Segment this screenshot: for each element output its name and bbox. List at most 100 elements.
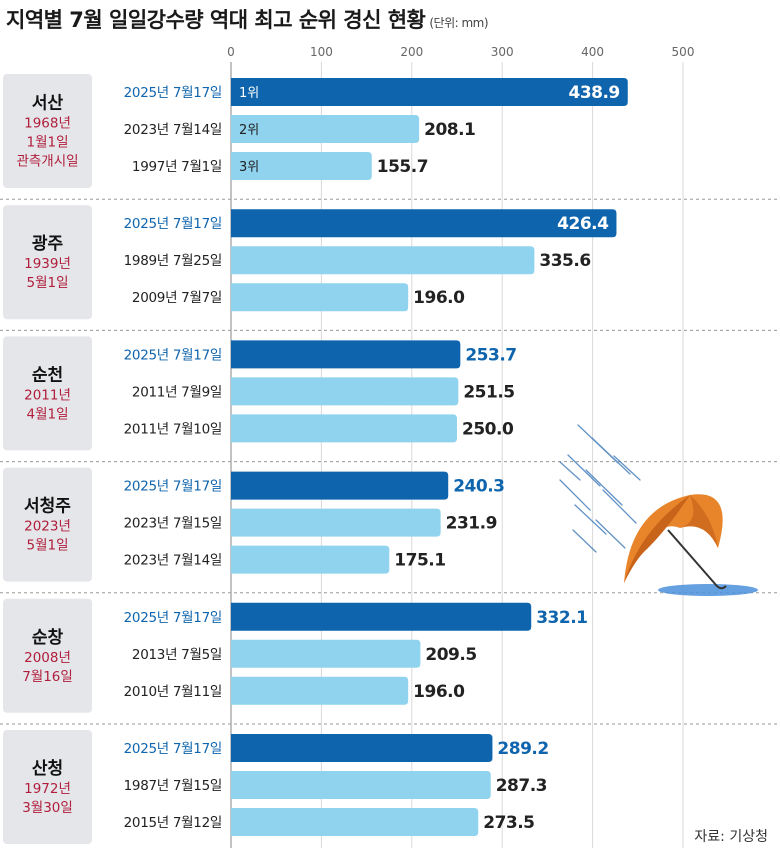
bar (231, 283, 409, 312)
bar-value-label: 209.5 (425, 645, 476, 665)
source-label: 자료: 기상청 (694, 829, 768, 845)
bar-value-label: 251.5 (463, 382, 514, 402)
x-tick-label: 500 (672, 45, 695, 59)
bar (231, 602, 532, 631)
bar-value-label: 175.1 (394, 551, 445, 571)
region-name: 순창 (32, 628, 64, 648)
bar (231, 545, 390, 574)
rank-label: 2위 (239, 123, 259, 138)
bar-date-label: 2025년 7월17일 (124, 85, 222, 101)
bar-date-label: 2013년 7월5일 (132, 647, 222, 663)
bar-value-label: 208.1 (424, 120, 475, 140)
region-start-date: 7월16일 (22, 669, 73, 685)
bar-date-label: 2011년 7월9일 (132, 384, 222, 400)
raindrop-streak (595, 519, 626, 549)
umbrella-icon (624, 494, 758, 596)
bar (231, 808, 479, 836)
raindrop-streak (613, 455, 641, 481)
region-start-date: 1월1일 (26, 135, 68, 151)
rank-label: 1위 (239, 86, 259, 101)
bar-date-label: 2023년 7월14일 (124, 553, 222, 569)
raindrop-streak (572, 529, 597, 553)
region-box (3, 467, 92, 582)
bar-value-label: 289.2 (497, 739, 548, 759)
bar-value-label: 287.3 (496, 776, 547, 796)
bar-date-label: 2025년 7월17일 (124, 347, 222, 363)
bar-date-label: 2009년 7월7일 (132, 290, 222, 306)
bar (231, 340, 461, 369)
x-tick-label: 400 (581, 45, 604, 59)
raindrop-streak (567, 454, 601, 487)
region-start-date: 4월1일 (26, 406, 68, 422)
region-start-date: 2011년 (24, 387, 71, 403)
bar-value-label: 426.4 (557, 214, 609, 234)
bar (231, 771, 491, 799)
umbrella-canopy (624, 494, 723, 583)
bar (231, 471, 449, 500)
raindrop-streak (559, 461, 581, 481)
region-start-date: 1972년 (24, 781, 71, 797)
bar-value-label: 240.3 (453, 477, 504, 497)
bar-date-label: 2025년 7월17일 (124, 741, 222, 757)
x-tick-label: 0 (227, 45, 235, 59)
bar (231, 377, 459, 406)
bar (231, 246, 535, 275)
region-start-date: 5월1일 (26, 538, 68, 554)
umbrella-panel (624, 495, 690, 583)
puddle (658, 584, 758, 596)
region-box (3, 205, 92, 320)
bar-value-label: 332.1 (536, 608, 587, 628)
bar (231, 209, 617, 238)
bar-date-label: 2025년 7월17일 (124, 479, 222, 495)
bar (231, 734, 493, 762)
region-start-date: 3월30일 (22, 800, 73, 816)
region-name: 서청주 (24, 496, 71, 517)
region-start-date: 관측개시일 (16, 154, 78, 170)
bar-date-label: 2011년 7월10일 (124, 421, 222, 437)
bar-value-label: 196.0 (413, 288, 465, 308)
bar (231, 78, 628, 106)
bar-date-label: 2015년 7월12일 (124, 815, 222, 831)
bar-date-label: 2023년 7월14일 (124, 122, 222, 138)
region-name: 서산 (32, 94, 64, 114)
region-start-date: 2023년 (24, 519, 71, 535)
bar (231, 414, 457, 443)
bar (231, 115, 420, 143)
region-name: 산청 (32, 758, 63, 779)
bar-date-label: 2023년 7월15일 (124, 516, 222, 532)
bar-date-label: 1987년 7월15일 (124, 778, 222, 794)
x-tick-label: 100 (310, 45, 333, 59)
region-start-date: 1968년 (24, 116, 71, 132)
unit-label: (단위: mm) (429, 16, 489, 30)
x-tick-label: 300 (491, 45, 514, 59)
title-text: 지역별 7월 일일강수량 역대 최고 순위 경신 현황 (6, 8, 426, 32)
bar-value-label: 335.6 (539, 251, 590, 271)
region-box (3, 74, 92, 188)
bar-date-label: 1989년 7월25일 (124, 253, 222, 269)
bar-value-label: 273.5 (483, 813, 534, 833)
bar-value-label: 155.7 (377, 157, 428, 177)
bar-value-label: 438.9 (568, 83, 619, 103)
rain-icon (559, 424, 641, 553)
region-start-date: 5월1일 (26, 275, 68, 291)
bar-value-label: 196.0 (413, 682, 465, 702)
raindrop-streak (591, 437, 631, 475)
bar-value-label: 253.7 (465, 345, 516, 365)
bar (231, 152, 372, 180)
bar-value-label: 250.0 (462, 419, 514, 439)
raindrop-streak (585, 469, 623, 506)
bar-value-label: 231.9 (446, 514, 497, 534)
bar (231, 508, 441, 537)
rank-label: 3위 (239, 160, 259, 175)
region-box (3, 598, 92, 713)
region-box (3, 336, 92, 451)
umbrella-handle (715, 584, 727, 590)
region-box (3, 730, 92, 844)
region-start-date: 1939년 (24, 256, 71, 272)
region-name: 광주 (32, 234, 64, 254)
x-tick-label: 200 (400, 45, 423, 59)
bar (231, 676, 409, 705)
umbrella-panel (680, 495, 718, 548)
bar-date-label: 2025년 7월17일 (124, 216, 222, 232)
region-name: 순천 (32, 365, 63, 385)
